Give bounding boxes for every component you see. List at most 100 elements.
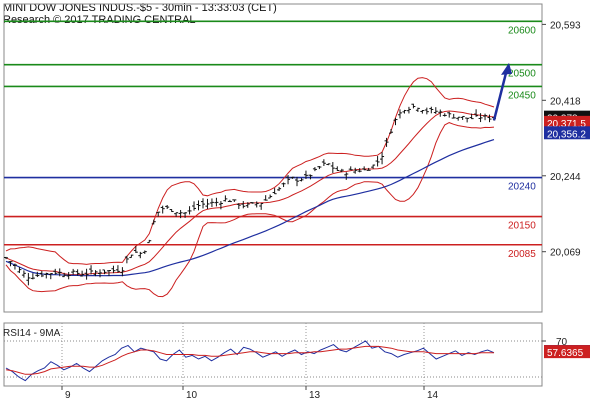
y-tick-label: 20,069 bbox=[550, 248, 581, 259]
ohlc-bar bbox=[241, 201, 246, 209]
ohlc-bar bbox=[214, 197, 219, 207]
ohlc-bar bbox=[218, 201, 223, 210]
ohlc-bar bbox=[232, 199, 237, 202]
price-tag-bg bbox=[544, 126, 590, 140]
ohlc-bar bbox=[411, 103, 416, 109]
short-moving-average bbox=[5, 110, 495, 276]
y-tick-label: 20,593 bbox=[550, 20, 581, 31]
x-tick-label: 14 bbox=[427, 390, 439, 400]
ohlc-bar bbox=[21, 270, 26, 278]
y-tick-label: 20,244 bbox=[550, 172, 581, 183]
ohlc-bar bbox=[142, 250, 147, 254]
forecast-arrow-shaft bbox=[492, 72, 508, 121]
ohlc-bar bbox=[174, 212, 179, 217]
ohlc-bar bbox=[93, 270, 98, 277]
ohlc-bar bbox=[205, 198, 210, 210]
ohlc-bar bbox=[295, 176, 300, 187]
ohlc-bar bbox=[80, 270, 85, 277]
ohlc-bar bbox=[380, 152, 385, 165]
ohlc-bar bbox=[424, 107, 429, 115]
x-tick-label: 13 bbox=[309, 390, 321, 400]
ohlc-bar bbox=[348, 166, 353, 171]
ohlc-bar bbox=[111, 265, 116, 274]
ohlc-bar bbox=[474, 109, 479, 117]
ohlc-bar bbox=[402, 109, 407, 114]
ohlc-bar bbox=[433, 107, 438, 114]
price-tag: 20,371.5 bbox=[547, 119, 586, 130]
ohlc-bar bbox=[156, 211, 161, 217]
ohlc-bar bbox=[124, 255, 129, 264]
ohlc-bar bbox=[456, 116, 461, 121]
ohlc-bar bbox=[362, 166, 367, 171]
ohlc-bar bbox=[209, 198, 214, 208]
ohlc-bar bbox=[138, 251, 143, 259]
ohlc-bar bbox=[330, 162, 335, 173]
ohlc-bar bbox=[8, 261, 13, 267]
level-label: 20150 bbox=[508, 221, 536, 232]
ohlc-bar bbox=[339, 168, 344, 173]
ohlc-bar bbox=[75, 269, 80, 276]
y-tick-label: 20,418 bbox=[550, 96, 581, 107]
ohlc-bar bbox=[227, 199, 232, 203]
forecast-arrow-head bbox=[501, 62, 512, 75]
ohlc-bar bbox=[160, 205, 165, 214]
ohlc-bar bbox=[478, 113, 483, 123]
ohlc-bar bbox=[89, 265, 94, 275]
ohlc-bar bbox=[451, 113, 456, 119]
ohlc-bar bbox=[169, 209, 174, 213]
ohlc-bar bbox=[415, 107, 420, 112]
ohlc-bar bbox=[236, 203, 241, 210]
ohlc-bar bbox=[84, 268, 89, 280]
ohlc-bar bbox=[12, 263, 17, 270]
ohlc-bar bbox=[353, 167, 358, 174]
rsi-tag-bg bbox=[544, 345, 590, 359]
ohlc-bar bbox=[303, 170, 308, 180]
ohlc-bar bbox=[375, 156, 380, 167]
ohlc-bar bbox=[98, 269, 103, 278]
ohlc-bar bbox=[200, 198, 205, 209]
ohlc-bar bbox=[290, 176, 295, 179]
ohlc-bar bbox=[344, 172, 349, 180]
price-tag: 20,356.2 bbox=[547, 129, 586, 140]
ohlc-bar bbox=[196, 200, 201, 211]
ohlc-bar bbox=[406, 106, 411, 114]
ohlc-bar bbox=[438, 109, 443, 117]
ohlc-bar bbox=[223, 195, 228, 202]
x-tick-label: 10 bbox=[186, 390, 198, 400]
level-label: 20450 bbox=[508, 90, 536, 101]
ohlc-bar bbox=[465, 117, 470, 123]
ohlc-bar bbox=[183, 212, 188, 218]
price-tag-bg bbox=[544, 115, 590, 129]
ohlc-bar bbox=[106, 270, 111, 276]
ohlc-bar bbox=[469, 113, 474, 120]
ohlc-bar bbox=[326, 163, 331, 166]
long-moving-average bbox=[5, 139, 495, 277]
ohlc-bar bbox=[384, 137, 389, 147]
ohlc-bar bbox=[389, 128, 394, 134]
level-label: 20500 bbox=[508, 69, 536, 80]
ohlc-bar bbox=[245, 202, 250, 208]
ohlc-bar bbox=[263, 195, 268, 201]
ohlc-bar bbox=[17, 267, 22, 274]
ohlc-bar bbox=[102, 269, 107, 275]
ohlc-bar bbox=[286, 175, 291, 185]
ohlc-bar bbox=[192, 201, 197, 211]
ohlc-bar bbox=[71, 268, 76, 275]
bollinger-lower-band bbox=[5, 122, 495, 298]
ohlc-bar bbox=[317, 166, 322, 170]
ohlc-bar bbox=[250, 202, 255, 204]
chart-title: MINI DOW JONES INDUS.-$5 - 30min - 13:33… bbox=[3, 2, 277, 14]
ohlc-bar bbox=[39, 271, 44, 278]
ohlc-bar bbox=[120, 267, 125, 277]
ohlc-bar bbox=[308, 174, 313, 180]
x-tick-label: 9 bbox=[65, 390, 71, 400]
ohlc-bar bbox=[133, 246, 138, 253]
ohlc-bar bbox=[429, 106, 434, 114]
ohlc-bar bbox=[151, 219, 156, 225]
ohlc-bar bbox=[30, 273, 35, 280]
rsi-series-line bbox=[5, 340, 495, 382]
ohlc-bar bbox=[483, 113, 488, 121]
level-label: 20240 bbox=[508, 182, 536, 193]
main-panel-frame bbox=[3, 3, 543, 313]
